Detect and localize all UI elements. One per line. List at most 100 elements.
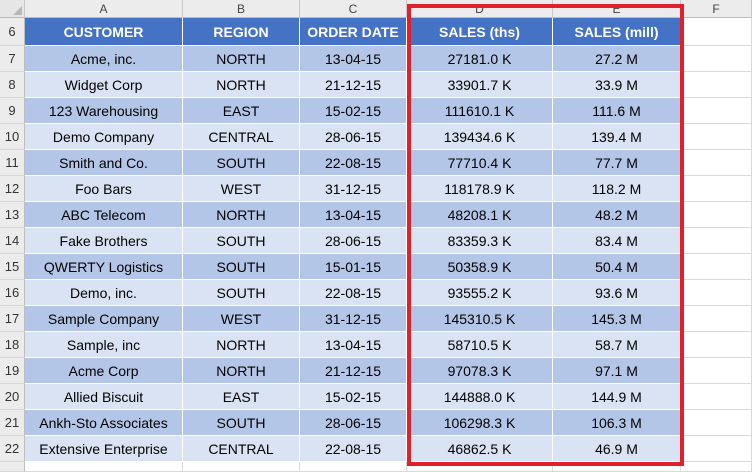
row-header[interactable]: 6	[0, 18, 25, 46]
table-cell-date[interactable]: 31-12-15	[300, 176, 407, 202]
table-cell-customer[interactable]: Demo Company	[25, 124, 183, 150]
table-cell-date[interactable]: 13-04-15	[300, 46, 407, 72]
empty-cell[interactable]	[681, 124, 752, 150]
table-cell-date[interactable]: 22-08-15	[300, 436, 407, 462]
table-cell-sales-ths[interactable]: 83359.3 K	[407, 228, 553, 254]
table-cell-sales-ths[interactable]: 145310.5 K	[407, 306, 553, 332]
table-cell-region[interactable]: WEST	[183, 306, 300, 332]
empty-cell[interactable]	[681, 462, 752, 472]
table-cell-sales-ths[interactable]: 46862.5 K	[407, 436, 553, 462]
empty-cell[interactable]	[681, 72, 752, 98]
table-cell-date[interactable]: 28-06-15	[300, 228, 407, 254]
empty-cell[interactable]	[681, 254, 752, 280]
table-cell-sales-mill[interactable]: 46.9 M	[553, 436, 681, 462]
table-cell-customer[interactable]: 123 Warehousing	[25, 98, 183, 124]
table-cell-date[interactable]: 28-06-15	[300, 410, 407, 436]
table-cell-date[interactable]: 22-08-15	[300, 280, 407, 306]
table-cell-sales-mill[interactable]: 33.9 M	[553, 72, 681, 98]
empty-cell[interactable]	[407, 462, 553, 472]
empty-cell[interactable]	[681, 332, 752, 358]
table-cell-date[interactable]: 15-02-15	[300, 98, 407, 124]
table-cell-date[interactable]: 31-12-15	[300, 306, 407, 332]
table-cell-sales-mill[interactable]: 118.2 M	[553, 176, 681, 202]
table-cell-customer[interactable]: Sample, inc	[25, 332, 183, 358]
table-cell-sales-mill[interactable]: 77.7 M	[553, 150, 681, 176]
row-header[interactable]: 13	[0, 202, 25, 228]
table-cell-sales-ths[interactable]: 93555.2 K	[407, 280, 553, 306]
table-cell-date[interactable]: 22-08-15	[300, 150, 407, 176]
table-header-sales-ths[interactable]: SALES (ths)	[407, 18, 553, 46]
table-cell-region[interactable]: WEST	[183, 176, 300, 202]
table-header-region[interactable]: REGION	[183, 18, 300, 46]
table-cell-customer[interactable]: QWERTY Logistics	[25, 254, 183, 280]
table-cell-sales-ths[interactable]: 77710.4 K	[407, 150, 553, 176]
row-header[interactable]: 10	[0, 124, 25, 150]
table-cell-region[interactable]: NORTH	[183, 72, 300, 98]
table-header-sales-mill[interactable]: SALES (mill)	[553, 18, 681, 46]
table-cell-date[interactable]: 13-04-15	[300, 202, 407, 228]
row-header[interactable]: 7	[0, 46, 25, 72]
table-cell-region[interactable]: SOUTH	[183, 254, 300, 280]
table-cell-customer[interactable]: Widget Corp	[25, 72, 183, 98]
row-header[interactable]: 11	[0, 150, 25, 176]
column-header-e[interactable]: E	[553, 0, 681, 18]
table-cell-date[interactable]: 15-02-15	[300, 384, 407, 410]
table-cell-sales-mill[interactable]: 145.3 M	[553, 306, 681, 332]
table-cell-customer[interactable]: Sample Company	[25, 306, 183, 332]
row-header[interactable]: 21	[0, 410, 25, 436]
row-header[interactable]: 18	[0, 332, 25, 358]
table-cell-sales-ths[interactable]: 111610.1 K	[407, 98, 553, 124]
table-cell-sales-ths[interactable]: 139434.6 K	[407, 124, 553, 150]
empty-cell[interactable]	[681, 202, 752, 228]
table-cell-customer[interactable]: ABC Telecom	[25, 202, 183, 228]
table-cell-date[interactable]: 21-12-15	[300, 72, 407, 98]
row-header[interactable]: 22	[0, 436, 25, 462]
table-cell-sales-mill[interactable]: 93.6 M	[553, 280, 681, 306]
select-all-corner[interactable]	[0, 0, 25, 18]
table-cell-customer[interactable]: Smith and Co.	[25, 150, 183, 176]
table-cell-sales-ths[interactable]: 33901.7 K	[407, 72, 553, 98]
table-cell-region[interactable]: NORTH	[183, 46, 300, 72]
empty-cell[interactable]	[681, 436, 752, 462]
row-header[interactable]: 16	[0, 280, 25, 306]
empty-cell[interactable]	[681, 176, 752, 202]
empty-cell[interactable]	[681, 18, 752, 46]
empty-cell[interactable]	[681, 384, 752, 410]
table-cell-customer[interactable]: Demo, inc.	[25, 280, 183, 306]
empty-cell[interactable]	[681, 150, 752, 176]
table-cell-sales-mill[interactable]: 83.4 M	[553, 228, 681, 254]
table-cell-date[interactable]: 21-12-15	[300, 358, 407, 384]
table-cell-sales-mill[interactable]: 144.9 M	[553, 384, 681, 410]
empty-cell[interactable]	[25, 462, 183, 472]
table-cell-date[interactable]: 15-01-15	[300, 254, 407, 280]
empty-cell[interactable]	[553, 462, 681, 472]
table-cell-date[interactable]: 13-04-15	[300, 332, 407, 358]
empty-cell[interactable]	[681, 228, 752, 254]
table-cell-sales-mill[interactable]: 97.1 M	[553, 358, 681, 384]
row-header-partial[interactable]	[0, 462, 25, 472]
row-header[interactable]: 12	[0, 176, 25, 202]
table-cell-region[interactable]: SOUTH	[183, 280, 300, 306]
table-cell-region[interactable]: NORTH	[183, 202, 300, 228]
empty-cell[interactable]	[681, 306, 752, 332]
table-cell-sales-ths[interactable]: 27181.0 K	[407, 46, 553, 72]
row-header[interactable]: 9	[0, 98, 25, 124]
table-cell-customer[interactable]: Extensive Enterprise	[25, 436, 183, 462]
table-cell-region[interactable]: EAST	[183, 384, 300, 410]
table-cell-customer[interactable]: Acme, inc.	[25, 46, 183, 72]
table-cell-region[interactable]: SOUTH	[183, 150, 300, 176]
table-cell-sales-mill[interactable]: 111.6 M	[553, 98, 681, 124]
table-cell-region[interactable]: SOUTH	[183, 228, 300, 254]
table-cell-region[interactable]: SOUTH	[183, 410, 300, 436]
table-cell-sales-mill[interactable]: 48.2 M	[553, 202, 681, 228]
table-cell-sales-ths[interactable]: 48208.1 K	[407, 202, 553, 228]
empty-cell[interactable]	[300, 462, 407, 472]
table-cell-region[interactable]: CENTRAL	[183, 124, 300, 150]
column-header-a[interactable]: A	[25, 0, 183, 18]
empty-cell[interactable]	[681, 358, 752, 384]
table-header-customer[interactable]: CUSTOMER	[25, 18, 183, 46]
table-cell-region[interactable]: NORTH	[183, 332, 300, 358]
empty-cell[interactable]	[183, 462, 300, 472]
table-cell-sales-mill[interactable]: 27.2 M	[553, 46, 681, 72]
table-cell-region[interactable]: CENTRAL	[183, 436, 300, 462]
